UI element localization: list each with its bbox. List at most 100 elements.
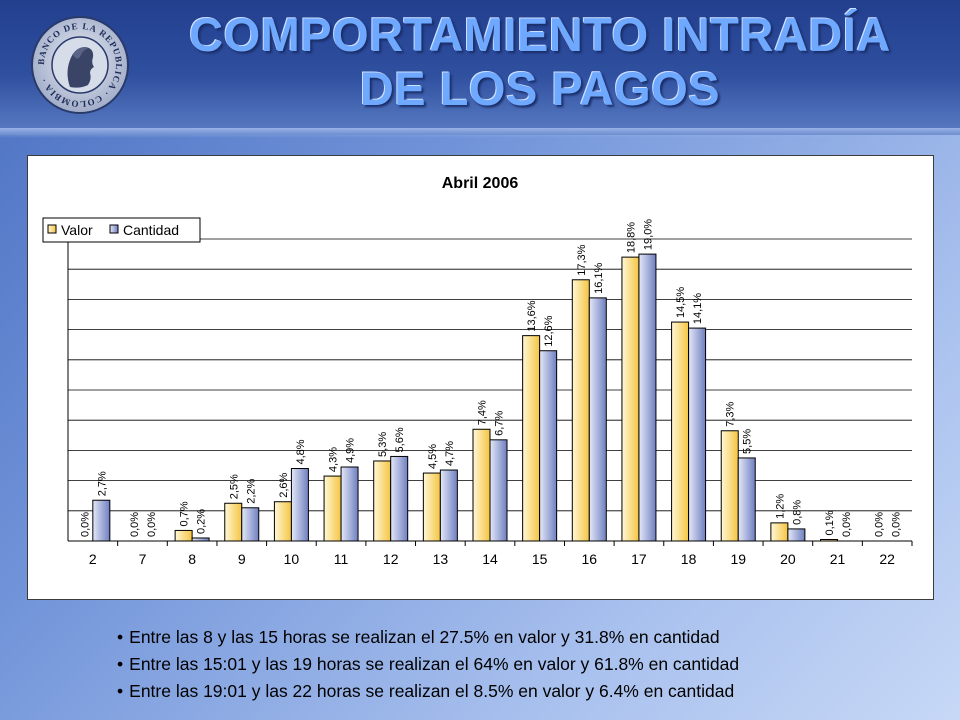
x-tick-label: 2: [89, 551, 97, 567]
x-tick-label: 7: [139, 551, 147, 567]
data-label-valor: 2,6%: [278, 472, 290, 497]
x-tick-label: 21: [830, 551, 846, 567]
data-label-cantidad: 5,6%: [394, 427, 406, 452]
data-label-valor: 5,3%: [377, 432, 389, 457]
bar-valor: [720, 430, 739, 542]
x-tick-label: 17: [631, 551, 647, 567]
bar-cantidad: [638, 253, 657, 542]
data-label-cantidad: 12,6%: [543, 315, 555, 346]
bar-valor: [621, 256, 640, 542]
legend-swatch-cantidad: [109, 224, 119, 234]
data-label-valor: 13,6%: [526, 300, 538, 331]
x-tick-label: 10: [284, 551, 300, 567]
bar-cantidad: [340, 466, 359, 542]
data-label-valor: 0,7%: [179, 501, 191, 526]
legend-label-valor: Valor: [61, 222, 93, 238]
bar-cantidad: [191, 537, 210, 542]
bar-cantidad: [439, 469, 458, 542]
summary-bullets: Entre las 8 y las 15 horas se realizan e…: [117, 624, 937, 705]
x-tick-label: 18: [681, 551, 697, 567]
x-tick-label: 8: [188, 551, 196, 567]
bar-cantidad: [688, 327, 707, 542]
data-label-cantidad: 4,9%: [345, 438, 357, 463]
bar-cantidad: [290, 468, 309, 542]
bar-valor: [770, 522, 789, 542]
data-label-valor: 0,0%: [79, 512, 91, 537]
legend-swatch-valor: [47, 224, 57, 234]
data-label-valor: 2,5%: [228, 474, 240, 499]
data-label-cantidad: 16,1%: [593, 262, 605, 293]
page-title-line2: DE LOS PAGOS: [359, 62, 721, 115]
data-label-valor: 17,3%: [576, 244, 588, 275]
data-label-cantidad: 2,7%: [96, 471, 108, 496]
data-label-valor: 7,3%: [725, 401, 737, 426]
bullet-item: Entre las 15:01 y las 19 horas se realiz…: [117, 651, 937, 678]
x-tick-label: 12: [383, 551, 399, 567]
bar-valor: [373, 460, 392, 542]
page-title-line1: COMPORTAMIENTO INTRADÍA: [189, 8, 891, 61]
header-banner: BANCO DE LA REPUBLICA · COLOMBIA · COMPO…: [0, 0, 960, 135]
data-label-cantidad: 0,2%: [196, 509, 208, 534]
legend-label-cantidad: Cantidad: [123, 222, 179, 238]
bar-valor: [820, 538, 839, 542]
bar-cantidad: [241, 507, 260, 542]
x-tick-label: 11: [334, 551, 349, 567]
bar-cantidad: [588, 297, 607, 542]
bar-valor: [273, 501, 292, 542]
banco-de-la-republica-seal-icon: BANCO DE LA REPUBLICA · COLOMBIA ·: [31, 16, 129, 114]
x-tick-label: 14: [482, 551, 498, 567]
data-label-cantidad: 0,8%: [791, 500, 803, 525]
data-label-valor: 14,5%: [675, 287, 687, 318]
data-label-valor: 1,2%: [774, 494, 786, 519]
header-divider: [0, 128, 960, 138]
bullet-item: Entre las 19:01 y las 22 horas se realiz…: [117, 678, 937, 705]
x-tick-label: 20: [780, 551, 796, 567]
bar-cantidad: [539, 350, 558, 542]
data-label-cantidad: 4,8%: [295, 439, 307, 464]
bar-valor: [323, 475, 342, 542]
x-tick-label: 22: [879, 551, 895, 567]
bar-valor: [571, 279, 590, 542]
bar-valor: [174, 529, 193, 542]
bullet-item: Entre las 8 y las 15 horas se realizan e…: [117, 624, 937, 651]
bar-cantidad: [390, 455, 409, 542]
page-title: COMPORTAMIENTO INTRADÍA DE LOS PAGOS: [130, 8, 950, 116]
x-tick-label: 19: [730, 551, 746, 567]
bar-cantidad: [737, 457, 756, 542]
x-tick-label: 13: [433, 551, 449, 567]
chart-title: Abril 2006: [442, 175, 519, 192]
data-label-valor: 4,5%: [427, 444, 439, 469]
bar-valor: [472, 428, 491, 542]
bar-valor: [522, 335, 541, 542]
data-label-valor: 7,4%: [477, 400, 489, 425]
bar-cantidad: [489, 439, 508, 542]
data-label-cantidad: 0,0%: [146, 512, 158, 537]
bar-cantidad: [92, 499, 111, 542]
data-label-valor: 18,8%: [625, 222, 637, 253]
data-label-valor: 0,0%: [874, 512, 886, 537]
x-tick-label: 16: [582, 551, 598, 567]
data-label-cantidad: 19,0%: [642, 219, 654, 250]
bars: [75, 253, 905, 542]
x-tick-label: 9: [238, 551, 246, 567]
data-label-valor: 4,3%: [328, 447, 340, 472]
bar-chart: Abril 2006 0,0% 2,7% 0,0% 0,0% 0,7% 0,2% 2,5% 2…: [42, 175, 913, 567]
x-tick-label: 15: [532, 551, 548, 567]
data-label-valor: 0,0%: [129, 512, 141, 537]
data-label-cantidad: 0,0%: [891, 512, 903, 537]
bar-valor: [224, 502, 243, 542]
data-label-cantidad: 6,7%: [494, 411, 506, 436]
data-label-cantidad: 4,7%: [444, 441, 456, 466]
data-label-cantidad: 5,5%: [742, 429, 754, 454]
bar-valor: [671, 321, 690, 542]
data-labels: 0,0% 2,7% 0,0% 0,0% 0,7% 0,2% 2,5% 2,2% 2,6% 4,8%…: [79, 219, 902, 537]
data-label-valor: 0,1%: [824, 510, 836, 535]
bar-cantidad: [787, 528, 806, 542]
x-axis-ticks: 2 7 8 9 10 11 12 13 14 15 16 17 18 19 20 21 22: [89, 541, 913, 567]
bar-valor: [422, 472, 441, 542]
chart-legend: Valor Cantidad: [42, 217, 201, 243]
chart-panel: Abril 2006 0,0% 2,7% 0,0% 0,0% 0,7% 0,2% 2,5% 2…: [27, 155, 934, 600]
data-label-cantidad: 2,2%: [245, 478, 257, 503]
data-label-cantidad: 14,1%: [692, 293, 704, 324]
data-label-cantidad: 0,0%: [841, 512, 853, 537]
